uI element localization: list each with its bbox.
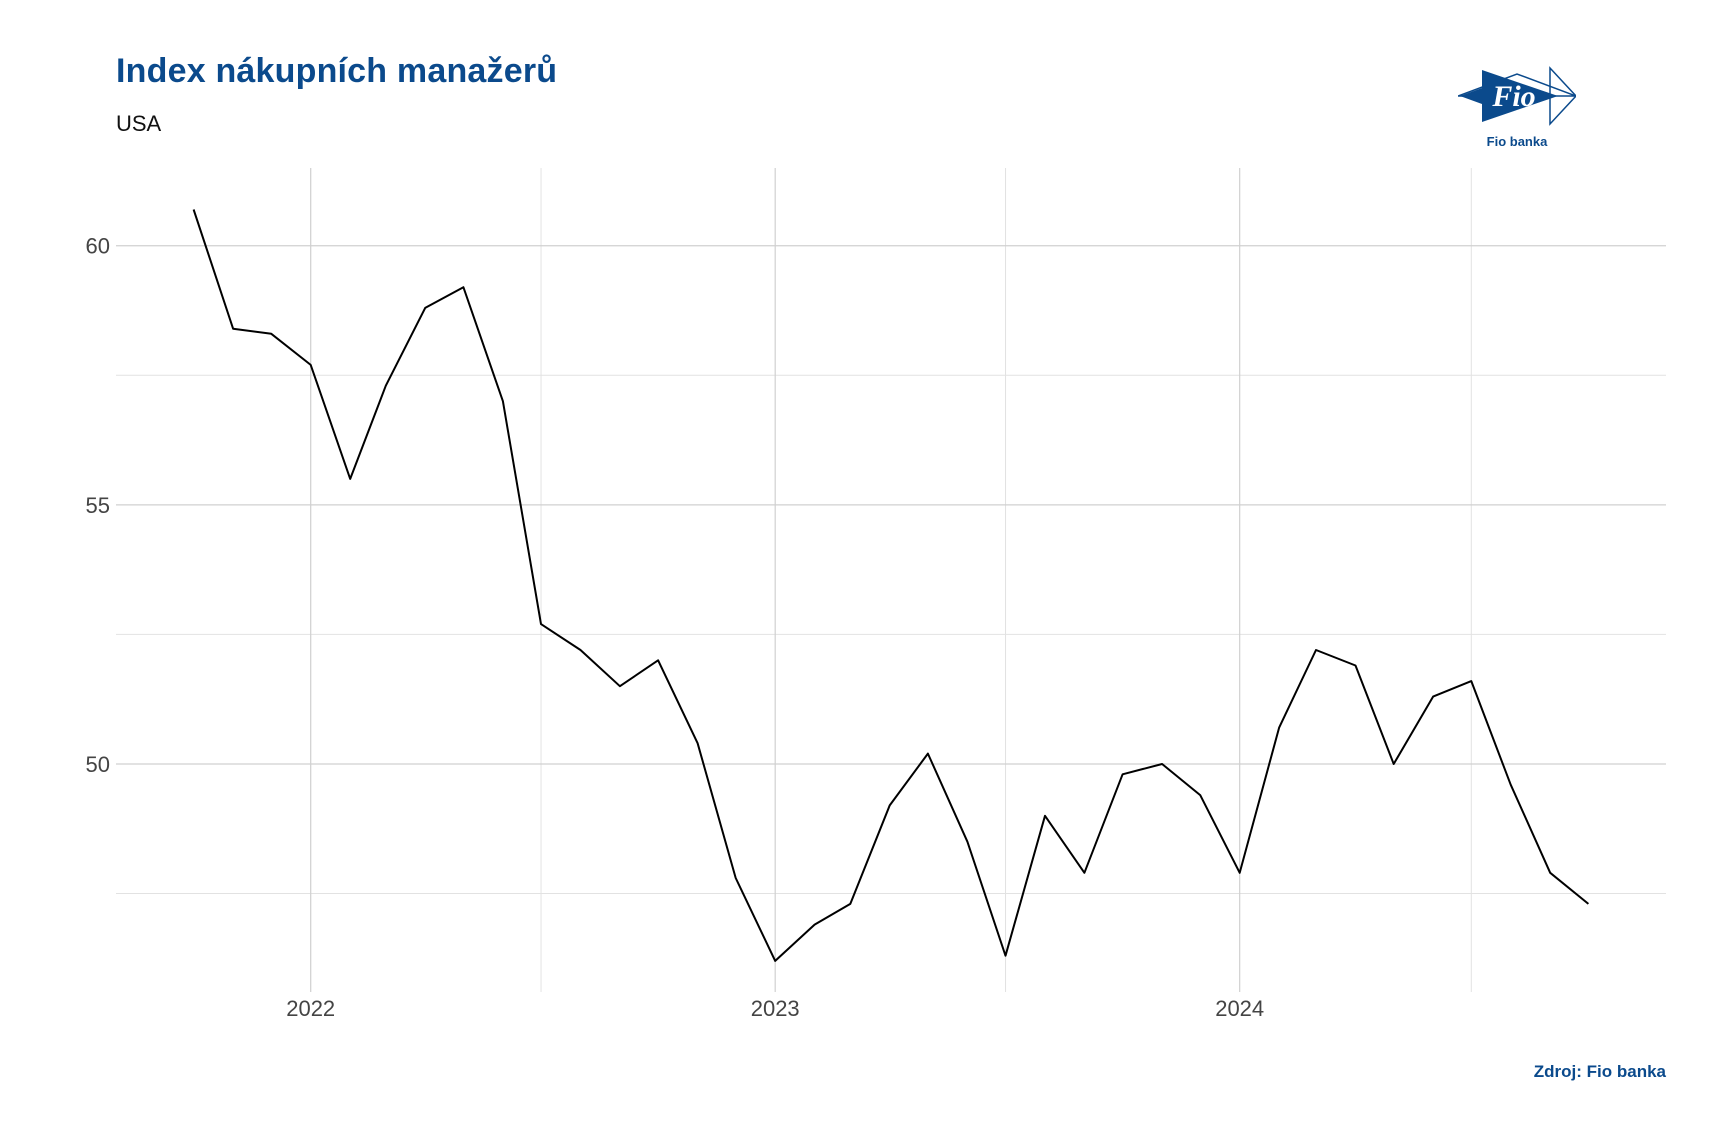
source-note: Zdroj: Fio banka <box>1533 1062 1666 1081</box>
y-tick-label: 55 <box>86 493 110 518</box>
chart-subtitle: USA <box>116 111 162 136</box>
chart-title: Index nákupních manažerů <box>116 52 558 90</box>
x-tick-label: 2022 <box>286 996 335 1021</box>
y-tick-label: 60 <box>86 234 110 259</box>
y-axis-labels: 50 55 60 <box>86 234 110 777</box>
fio-flag-icon: Fio <box>1458 66 1576 126</box>
x-tick-label: 2024 <box>1215 996 1264 1021</box>
grid-major <box>116 168 1666 992</box>
x-tick-label: 2023 <box>751 996 800 1021</box>
x-axis-labels: 2022 2023 2024 <box>286 996 1264 1021</box>
logo-caption: Fio banka <box>1486 134 1548 149</box>
grid-minor <box>116 168 1666 992</box>
logo-mark-text: Fio <box>1491 80 1535 113</box>
y-tick-label: 50 <box>86 752 110 777</box>
series-line <box>192 209 1590 962</box>
